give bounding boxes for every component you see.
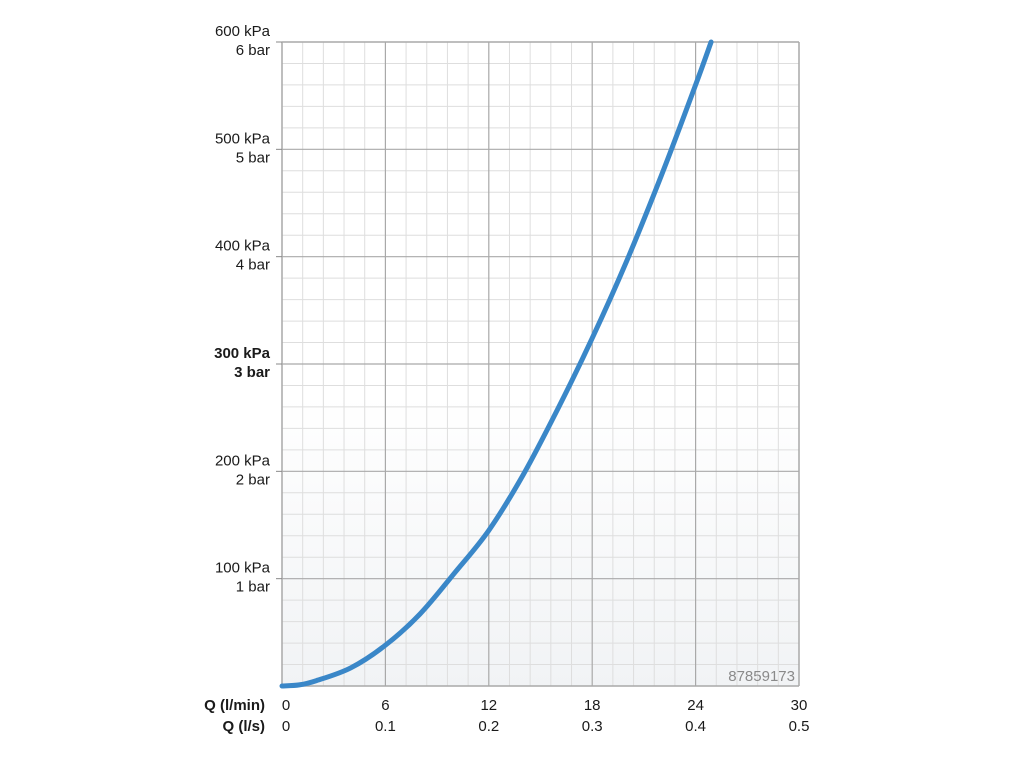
x-tick-label-lmin: 30 [791,697,808,714]
x-axis-labels: 0 0 6 0.1 12 0.2 18 0.3 24 0.4 30 0.5 [282,697,810,735]
y-tick-label-bar: 5 bar [236,149,270,166]
x-tick-label-lmin: 24 [687,697,704,714]
x-tick-label-ls: 0.4 [685,718,706,735]
x-tick-label-ls: 0.3 [582,718,603,735]
x-tick-label-lmin: 6 [381,697,389,714]
x-axis-title-primary: Q (l/min) [204,697,265,714]
y-tick-label-kpa: 100 kPa [215,560,271,577]
x-tick-label-lmin: 18 [584,697,601,714]
y-tick-label-kpa: 500 kPa [215,130,271,147]
y-tick-label-bar: 6 bar [236,42,270,59]
y-tick-label-kpa: 200 kPa [215,452,271,469]
y-tick-label-bar: 1 bar [236,579,270,596]
y-tick-label-kpa: 400 kPa [215,238,271,255]
x-tick-label-ls: 0.2 [478,718,499,735]
y-tick-label-kpa: 600 kPa [215,23,271,40]
watermark: 87859173 [728,668,795,685]
x-axis-title-secondary: Q (l/s) [222,718,265,735]
series-line [279,39,714,689]
x-tick-label-lmin: 12 [480,697,497,714]
y-tick-label-bar: 2 bar [236,471,270,488]
x-tick-label-ls: 0.5 [789,718,810,735]
y-tick-label-kpa: 300 kPa [214,345,271,362]
x-tick-label-ls: 0.1 [375,718,396,735]
y-tick-label-bar: 4 bar [236,257,270,274]
y-axis-labels: 100 kPa 1 bar 200 kPa 2 bar 300 kPa 3 bar 400 … [214,23,282,596]
y-tick-label-bar: 3 bar [234,364,270,381]
x-tick-label-lmin: 0 [282,697,290,714]
x-tick-label-ls: 0 [282,718,290,735]
